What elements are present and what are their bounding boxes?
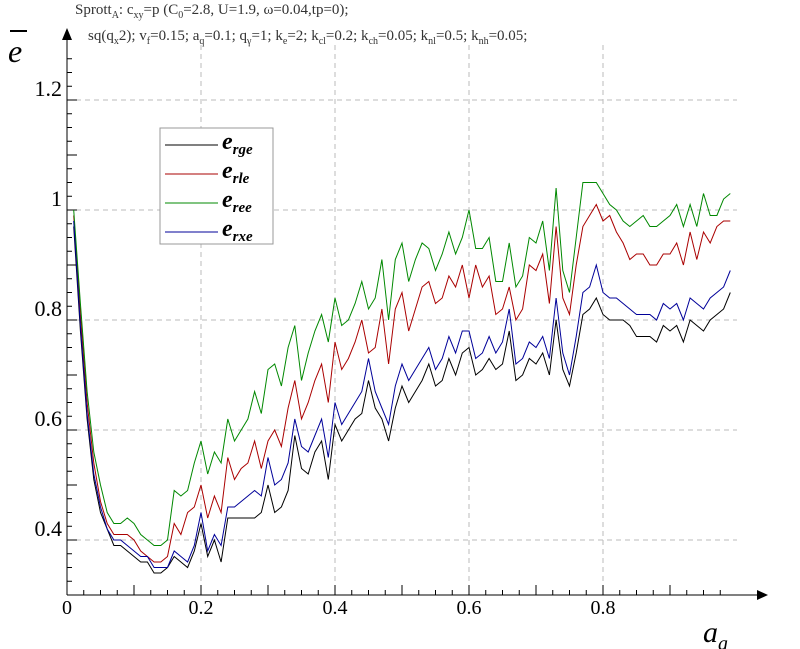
series-line-ree	[73, 182, 731, 546]
x-tick-label: 0.2	[189, 597, 214, 619]
series-line-rxe	[73, 220, 731, 568]
x-axis-label: aa	[703, 616, 728, 649]
x-tick-label: 0	[62, 597, 72, 619]
legend-label-ree: eree	[222, 187, 252, 216]
legend-label-rxe: erxe	[222, 216, 253, 245]
x-axis-arrow	[757, 590, 768, 600]
y-tick-label: 0.8	[35, 296, 63, 321]
y-tick-label: 0.6	[35, 406, 63, 431]
y-tick-label: 1.2	[35, 76, 63, 101]
ticks	[67, 58, 721, 595]
header-line-1: SprottA: cxy=p (C0=2.8, U=1.9, ω=0.04,tp…	[75, 2, 349, 21]
x-tick-label: 0.4	[323, 597, 348, 619]
y-tick-label: 1	[51, 186, 62, 211]
header-line-2: sq(qx2); vf=0.15; aq=0.1; qγ=1; ke=2; kc…	[88, 28, 528, 47]
legend-label-rle: erle	[222, 158, 250, 187]
legend-label-rge: erge	[222, 129, 253, 158]
y-axis-label: e	[8, 33, 22, 69]
series-line-rle	[73, 203, 731, 563]
series-line-rge	[73, 226, 731, 574]
x-tick-label: 0.8	[591, 597, 616, 619]
y-axis-arrow	[62, 28, 72, 40]
legend-box	[159, 127, 274, 245]
grid	[67, 45, 737, 595]
x-axis-label-sub: a	[718, 633, 728, 649]
x-tick-label: 0.6	[457, 597, 482, 619]
y-tick-label: 0.4	[35, 516, 63, 541]
